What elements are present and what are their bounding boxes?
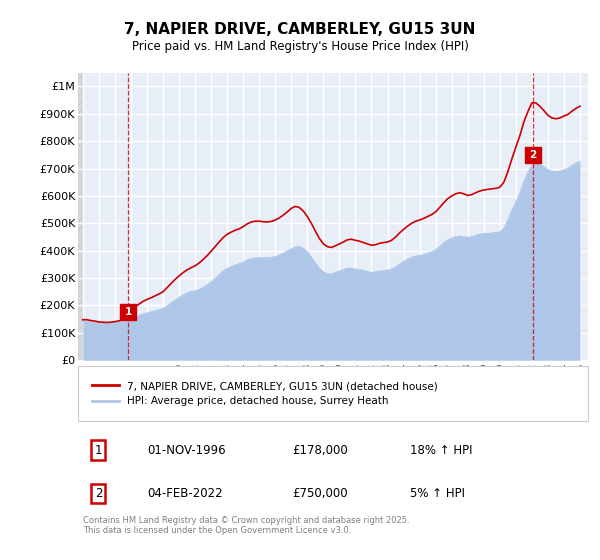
Text: 2: 2	[95, 487, 102, 500]
Bar	[78, 73, 83, 360]
Text: £750,000: £750,000	[292, 487, 348, 500]
Text: 1: 1	[95, 444, 102, 457]
Text: 5% ↑ HPI: 5% ↑ HPI	[409, 487, 464, 500]
Text: Contains HM Land Registry data © Crown copyright and database right 2025.
This d: Contains HM Land Registry data © Crown c…	[83, 516, 410, 535]
Text: £178,000: £178,000	[292, 444, 348, 457]
Text: 7, NAPIER DRIVE, CAMBERLEY, GU15 3UN: 7, NAPIER DRIVE, CAMBERLEY, GU15 3UN	[124, 22, 476, 38]
Legend: 7, NAPIER DRIVE, CAMBERLEY, GU15 3UN (detached house), HPI: Average price, detac: 7, NAPIER DRIVE, CAMBERLEY, GU15 3UN (de…	[88, 377, 442, 410]
Text: 01-NOV-1996: 01-NOV-1996	[147, 444, 226, 457]
Text: 2: 2	[530, 150, 537, 160]
Text: 18% ↑ HPI: 18% ↑ HPI	[409, 444, 472, 457]
Text: Price paid vs. HM Land Registry's House Price Index (HPI): Price paid vs. HM Land Registry's House …	[131, 40, 469, 53]
Text: 1: 1	[125, 306, 132, 316]
Text: 04-FEB-2022: 04-FEB-2022	[147, 487, 223, 500]
